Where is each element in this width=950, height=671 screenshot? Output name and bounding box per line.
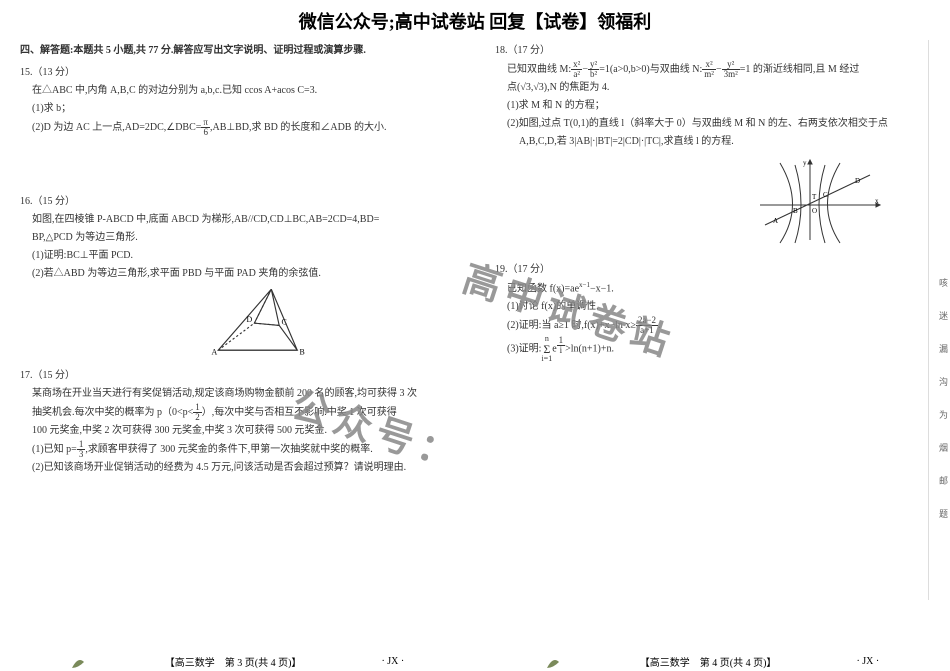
right-page: 18.（17 分） 已知双曲线 M:x²a²−y²b²=1(a>0,b>0)与双… [475,38,950,649]
denominator: i [557,346,566,355]
page-title: 微信公众号;高中试卷站 回复【试卷】领福利 [0,0,950,38]
problem-num: 17.（15 分） [20,367,455,385]
problem-line: 100 元奖金,中奖 2 次可获得 300 元奖金,中奖 3 次可获得 500 … [20,422,455,440]
text: (2)证明:当 a≥1 时,f(x)+x−ln x≥ [507,320,636,331]
text: =1(a>0,b>0)与双曲线 N: [599,64,702,75]
denominator: a² [571,70,582,79]
content-area: 四、解答题:本题共 5 小题,共 77 分.解答应写出文字说明、证明过程或演算步… [0,38,950,649]
page-container: 微信公众号;高中试卷站 回复【试卷】领福利 四、解答题:本题共 5 小题,共 7… [0,0,950,671]
leaf-icon [71,655,85,669]
label-y: y [803,159,807,167]
problem-line: BP,△PCD 为等边三角形. [20,229,455,247]
text: (3)证明: [507,344,541,355]
problem-sub: (1)已知 p=13,求顾客甲获得了 300 元奖金的条件下,甲第一次抽奖就中奖… [20,440,455,459]
section-heading: 四、解答题:本题共 5 小题,共 77 分.解答应写出文字说明、证明过程或演算步… [20,42,455,60]
problem-sub: (2)证明:当 a≥1 时,f(x)+x−ln x≥2a−2a+1. [495,316,930,335]
denominator: 3m² [722,70,740,79]
label-b: B [300,348,305,357]
text: ,AB⊥BD,求 BD 的长度和∠ADB 的大小. [210,122,387,133]
problem-sub: (1)证明:BC⊥平面 PCD. [20,247,455,265]
problem-sub: (1)讨论 f(x)的单调性. [495,298,930,316]
denominator: m² [702,70,716,79]
problem-19: 19.（17 分） 已知函数 f(x)=aex−1−x−1. (1)讨论 f(x… [495,261,930,363]
problem-sub: (2)如图,过点 T(0,1)的直线 l（斜率大于 0）与双曲线 M 和 N 的… [495,115,930,133]
text: ,求顾客甲获得了 300 元奖金的条件下,甲第一次抽奖就中奖的概率. [85,444,373,455]
denominator: a+1 [636,326,658,335]
label-t: T [812,193,817,201]
problem-16: 16.（15 分） 如图,在四棱锥 P-ABCD 中,底面 ABCD 为梯形,A… [20,193,455,357]
problem-num: 16.（15 分） [20,193,455,211]
label-c: C [281,317,286,326]
problem-line: 已知双曲线 M:x²a²−y²b²=1(a>0,b>0)与双曲线 N:x²m²−… [495,60,930,79]
fraction: x²m² [702,60,716,79]
label-d: D [855,177,860,185]
text: −x−1. [590,283,614,294]
problem-line: 在△ABC 中,内角 A,B,C 的对边分别为 a,b,c.已知 ccos A+… [20,82,455,100]
label-p: P [271,287,276,289]
denominator: 6 [201,128,210,137]
denominator: 2 [193,413,202,422]
left-page: 四、解答题:本题共 5 小题,共 77 分.解答应写出文字说明、证明过程或演算步… [0,38,475,649]
text: >ln(n+1)+n. [565,344,614,355]
problem-sub: (2)D 为边 AC 上一点,AD=2DC,∠DBC=π6,AB⊥BD,求 BD… [20,118,455,137]
side-strip: 咳迷漏沟为烟邮题 [928,40,950,600]
fraction: y²b² [588,60,599,79]
text: 抽奖机会.每次中奖的概率为 p（0<p< [32,407,193,418]
problem-sub: A,B,C,D,若 3|AB|·|BT|=2|CD|·|TC|,求直线 l 的方… [495,133,930,151]
label-c: C [823,191,828,199]
leaf-icon [546,655,560,669]
problem-15: 15.（13 分） 在△ABC 中,内角 A,B,C 的对边分别为 a,b,c.… [20,64,455,137]
fraction: 2a−2a+1 [636,316,658,335]
footer-right: 【高三数学 第 4 页(共 4 页)】 · JX · [546,654,879,669]
problem-18: 18.（17 分） 已知双曲线 M:x²a²−y²b²=1(a>0,b>0)与双… [495,42,930,245]
problem-line: 如图,在四棱锥 P-ABCD 中,底面 ABCD 为梯形,AB//CD,CD⊥B… [20,211,455,229]
problem-line: 已知函数 f(x)=aex−1−x−1. [495,279,930,298]
text: . [658,320,661,331]
page-indicator: 【高三数学 第 4 页(共 4 页)】 [640,654,777,669]
text: 已知函数 f(x)=ae [507,283,579,294]
pyramid-diagram: P A B C D [200,287,320,357]
problem-num: 15.（13 分） [20,64,455,82]
text: 已知双曲线 M: [507,64,571,75]
problem-sub: (2)已知该商场开业促销活动的经费为 4.5 万元,问该活动是否会超过预算？请说… [20,459,455,477]
problem-17: 17.（15 分） 某商场在开业当天进行有奖促销活动,规定该商场购物金额前 20… [20,367,455,477]
fraction: y²3m² [722,60,740,79]
problem-line: 抽奖机会.每次中奖的概率为 p（0<p<12）,每次中奖与否相互不影响.中奖 1… [20,403,455,422]
footer: 【高三数学 第 3 页(共 4 页)】 · JX · 【高三数学 第 4 页(共… [0,654,950,669]
label-d: D [246,315,252,324]
page-indicator: 【高三数学 第 3 页(共 4 页)】 [165,654,302,669]
problem-sub: (1)求 M 和 N 的方程； [495,97,930,115]
label-o: O [812,207,817,215]
sum-bot: i=1 [541,355,552,363]
fraction: x²a² [571,60,582,79]
text: =1 的渐近线相同,且 M 经过 [740,64,860,75]
page-code: · JX · [856,656,879,667]
problem-num: 18.（17 分） [495,42,930,60]
problem-num: 19.（17 分） [495,261,930,279]
problem-line: 某商场在开业当天进行有奖促销活动,规定该商场购物金额前 200 名的顾客,均可获… [20,385,455,403]
label-a: A [211,348,217,357]
text: (2)D 为边 AC 上一点,AD=2DC,∠DBC= [32,122,201,133]
problem-sub: (1)求 b； [20,100,455,118]
problem-sub: (3)证明:nΣi=1e1i>ln(n+1)+n. [495,335,930,363]
problem-line: 点(√3,√3),N 的焦距为 4. [495,79,930,97]
footer-left: 【高三数学 第 3 页(共 4 页)】 · JX · [71,654,404,669]
fraction: π6 [201,118,210,137]
fraction: 12 [193,403,202,422]
page-code: · JX · [381,656,404,667]
label-b: B [793,207,798,215]
superscript: x−1 [579,281,590,289]
label-x: x [875,197,879,205]
denominator: b² [588,70,599,79]
hyperbola-diagram: O x y A B C D T [755,155,885,245]
label-a: A [773,217,778,225]
text: (1)已知 p= [32,444,77,455]
problem-sub: (2)若△ABD 为等边三角形,求平面 PBD 与平面 PAD 夹角的余弦值. [20,265,455,283]
text: ）,每次中奖与否相互不影响.中奖 1 次可获得 [202,407,397,418]
fraction: 1i [557,336,566,355]
